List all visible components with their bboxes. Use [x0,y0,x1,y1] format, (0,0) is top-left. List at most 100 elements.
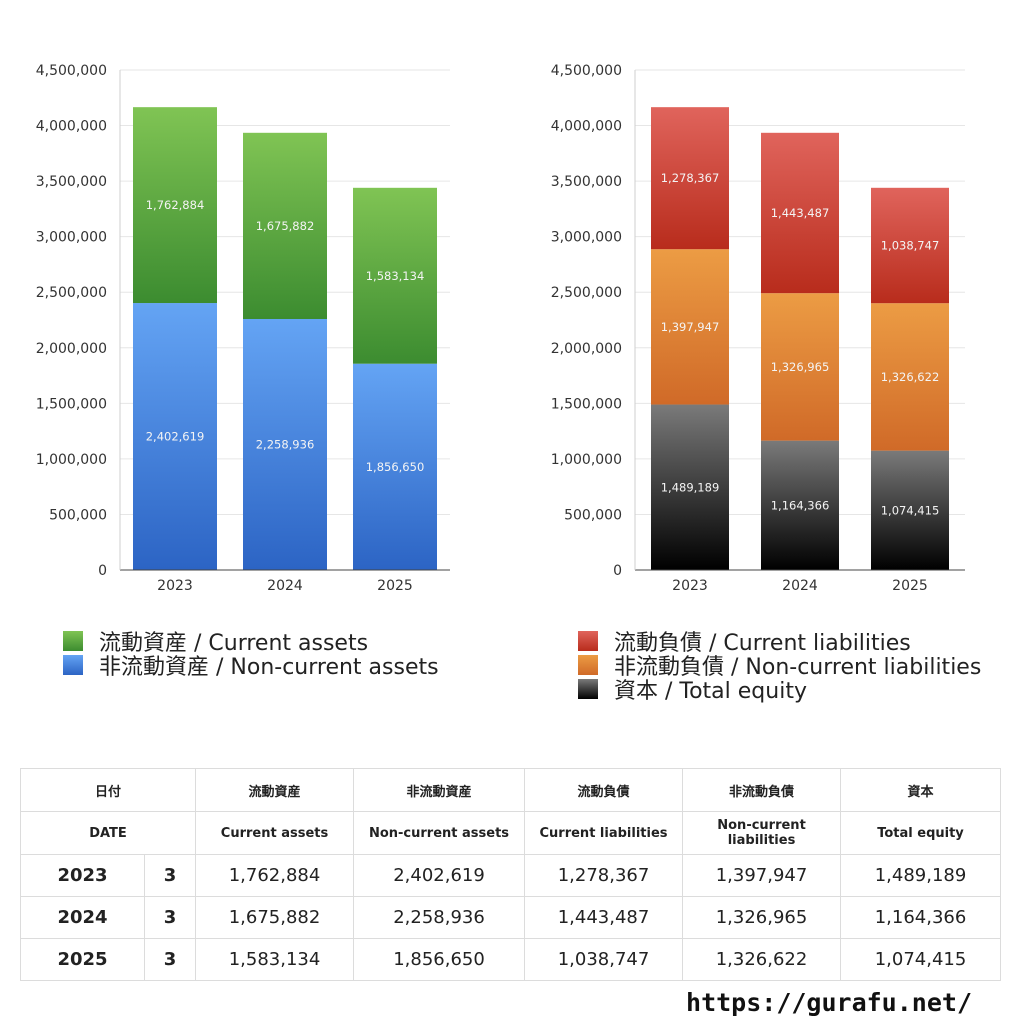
bar-segment-non-current-assets [353,363,437,570]
bar-value-label: 1,443,487 [771,206,830,220]
x-tick-label: 2025 [892,578,928,594]
row-year: 2024 [20,896,145,939]
row-year: 2023 [20,854,145,897]
y-tick-label: 1,500,000 [36,396,107,412]
bar-value-label: 1,278,367 [661,171,720,185]
cell-current-assets: 1,583,134 [195,938,355,981]
y-tick-label: 1,500,000 [551,396,622,412]
table-header-jp: 日付 流動資産 非流動資産 流動負債 非流動負債 資本 [19,768,1002,812]
cell-noncurrent-liabilities: 1,326,622 [682,938,842,981]
y-tick-label: 2,000,000 [36,341,107,357]
table-row: 2023 3 1,762,884 2,402,619 1,278,367 1,3… [20,854,1002,897]
table-row: 2024 3 1,675,882 2,258,936 1,443,487 1,3… [20,896,1002,939]
cell-equity: 1,489,189 [840,854,1002,897]
row-month: 3 [143,896,197,939]
bar-segment-total-equity [871,450,949,570]
header-noncurrent-liabilities-en: Non-current liabilities [682,811,842,855]
bar-value-label: 1,856,650 [366,460,425,474]
y-tick-label: 0 [613,563,622,579]
bar-value-label: 1,164,366 [771,498,830,512]
header-noncurrent-assets-jp: 非流動資産 [353,768,526,812]
bar-value-label: 1,762,884 [146,198,205,212]
legend-label: 非流動負債 / Non-current liabilities [614,655,981,680]
cell-current-assets: 1,762,884 [195,854,355,897]
bar-segment-total-equity [651,404,729,570]
bar-value-label: 1,489,189 [661,480,720,494]
y-tick-label: 3,500,000 [36,174,107,190]
bar-segment-non-current-liabilities [761,293,839,441]
header-current-liabilities-jp: 流動負債 [524,768,684,812]
legend-swatch [578,631,598,651]
cell-noncurrent-assets: 1,856,650 [353,938,526,981]
x-tick-label: 2023 [157,578,193,594]
y-tick-label: 1,000,000 [551,452,622,468]
bar-value-label: 1,583,134 [366,269,425,283]
header-current-liabilities-en: Current liabilities [524,811,684,855]
bar-segment-non-current-assets [133,303,217,570]
y-tick-label: 4,000,000 [36,119,107,135]
table-row: 2025 3 1,583,134 1,856,650 1,038,747 1,3… [20,938,1002,981]
bar-value-label: 1,397,947 [661,320,720,334]
header-date-en: DATE [19,811,197,855]
legend-swatch [578,679,598,699]
row-month: 3 [143,938,197,981]
bar-value-label: 1,675,882 [256,219,315,233]
cell-noncurrent-liabilities: 1,397,947 [682,854,842,897]
header-current-assets-en: Current assets [195,811,355,855]
y-tick-label: 500,000 [564,507,622,523]
bar-value-label: 1,074,415 [881,503,940,517]
header-date-jp: 日付 [19,768,197,812]
row-year: 2025 [20,938,145,981]
y-tick-label: 3,500,000 [551,174,622,190]
x-tick-label: 2023 [672,578,708,594]
y-tick-label: 4,500,000 [36,63,107,79]
bar-value-label: 2,402,619 [146,430,205,444]
legend-label: 非流動資産 / Non-current assets [99,655,439,680]
header-equity-en: Total equity [840,811,1002,855]
header-noncurrent-liabilities-jp: 非流動負債 [682,768,842,812]
cell-current-assets: 1,675,882 [195,896,355,939]
header-current-assets-jp: 流動資産 [195,768,355,812]
bar-value-label: 1,326,965 [771,360,830,374]
table-header-en: DATE Current assets Non-current assets C… [19,811,1002,855]
legend-swatch [63,631,83,651]
bar-segment-non-current-assets [243,319,327,570]
bar-value-label: 1,038,747 [881,239,940,253]
cell-noncurrent-assets: 2,258,936 [353,896,526,939]
header-equity-jp: 資本 [840,768,1002,812]
y-tick-label: 1,000,000 [36,452,107,468]
legend-label: 流動負債 / Current liabilities [614,631,911,656]
cell-current-liabilities: 1,038,747 [524,938,684,981]
row-month: 3 [143,854,197,897]
site-url[interactable]: https://gurafu.net/ [686,988,972,1017]
y-tick-label: 3,000,000 [36,230,107,246]
cell-noncurrent-assets: 2,402,619 [353,854,526,897]
y-tick-label: 4,500,000 [551,63,622,79]
liabilities-equity-chart: 0 500,000 1,000,000 1,500,000 2,000,000 2,500… [551,63,965,594]
y-tick-label: 0 [98,563,107,579]
bar-segment-current-assets [353,187,437,364]
bar-segment-current-assets [243,132,327,320]
y-tick-label: 500,000 [49,507,107,523]
cell-current-liabilities: 1,278,367 [524,854,684,897]
y-tick-label: 3,000,000 [551,230,622,246]
cell-equity: 1,164,366 [840,896,1002,939]
bar-segment-current-assets [133,107,217,304]
x-tick-label: 2025 [377,578,413,594]
legend-label: 資本 / Total equity [614,679,807,704]
x-tick-label: 2024 [267,578,303,594]
x-tick-label: 2024 [782,578,818,594]
y-tick-label: 4,000,000 [551,119,622,135]
legend-swatch [578,655,598,675]
y-tick-label: 2,500,000 [36,285,107,301]
bar-value-label: 1,326,622 [881,370,940,384]
bar-segment-current-liabilities [871,187,949,304]
data-table: 日付 流動資産 非流動資産 流動負債 非流動負債 資本 DATE Current… [19,768,1002,981]
bar-segment-current-liabilities [651,107,729,250]
charts-area: 0 500,000 1,000,000 1,500,000 2,000,000 2,500… [36,63,982,704]
y-tick-label: 2,000,000 [551,341,622,357]
bar-segment-current-liabilities [761,132,839,294]
cell-noncurrent-liabilities: 1,326,965 [682,896,842,939]
